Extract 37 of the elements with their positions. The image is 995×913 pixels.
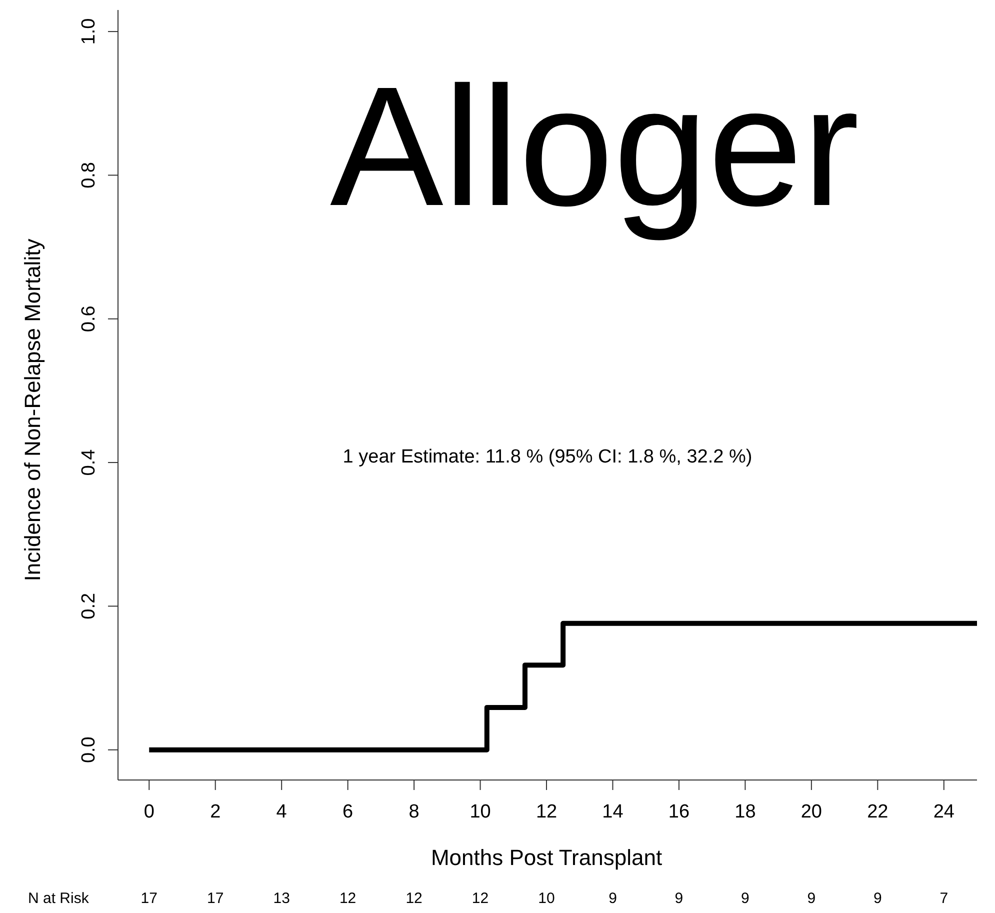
text: 12 bbox=[339, 890, 356, 907]
x-tick-label: 14 bbox=[602, 802, 624, 823]
x-tick-label: 22 bbox=[867, 802, 888, 823]
text: 9 bbox=[873, 890, 882, 907]
x-tick-label: 4 bbox=[276, 802, 288, 823]
x-tick-label: 20 bbox=[800, 802, 822, 823]
text: 12 bbox=[406, 890, 422, 907]
text: 17 bbox=[140, 890, 158, 907]
text: 9 bbox=[674, 890, 684, 907]
y-tick-label: 0.6 bbox=[78, 306, 100, 332]
text: 9 bbox=[807, 890, 816, 907]
text: N at Risk bbox=[28, 890, 90, 907]
y-tick-label: 0.8 bbox=[78, 162, 100, 188]
x-tick-label: 18 bbox=[734, 802, 756, 823]
text: 7 bbox=[940, 890, 948, 907]
text: 17 bbox=[207, 890, 224, 907]
x-tick-label: 8 bbox=[408, 802, 420, 823]
x-tick-label: 12 bbox=[536, 802, 558, 823]
y-tick-label: 1.0 bbox=[78, 18, 100, 45]
x-tick-label: 24 bbox=[933, 802, 955, 823]
chart-title: Alloger bbox=[330, 52, 860, 242]
x-tick-label: 10 bbox=[470, 802, 491, 823]
y-axis-title: Incidence of Non-Relapse Mortality bbox=[20, 238, 45, 582]
y-tick-label: 0.2 bbox=[78, 592, 100, 620]
text: 13 bbox=[273, 890, 290, 907]
annotation: 1 year Estimate: 11.8 % (95% CI: 1.8 %, 32.2 %) bbox=[342, 446, 752, 468]
x-axis-title: Months Post Transplant bbox=[430, 845, 662, 870]
y-tick-label: 0.4 bbox=[78, 448, 100, 476]
x-tick-label: 0 bbox=[144, 802, 154, 823]
text: 9 bbox=[608, 890, 617, 907]
y-tick-label: 0.0 bbox=[78, 736, 100, 764]
text: 12 bbox=[472, 890, 489, 907]
x-tick-label: 16 bbox=[668, 802, 690, 823]
x-tick-label: 2 bbox=[210, 802, 221, 823]
text: 9 bbox=[741, 890, 750, 907]
x-tick-label: 6 bbox=[342, 802, 354, 823]
text: 10 bbox=[538, 890, 555, 907]
